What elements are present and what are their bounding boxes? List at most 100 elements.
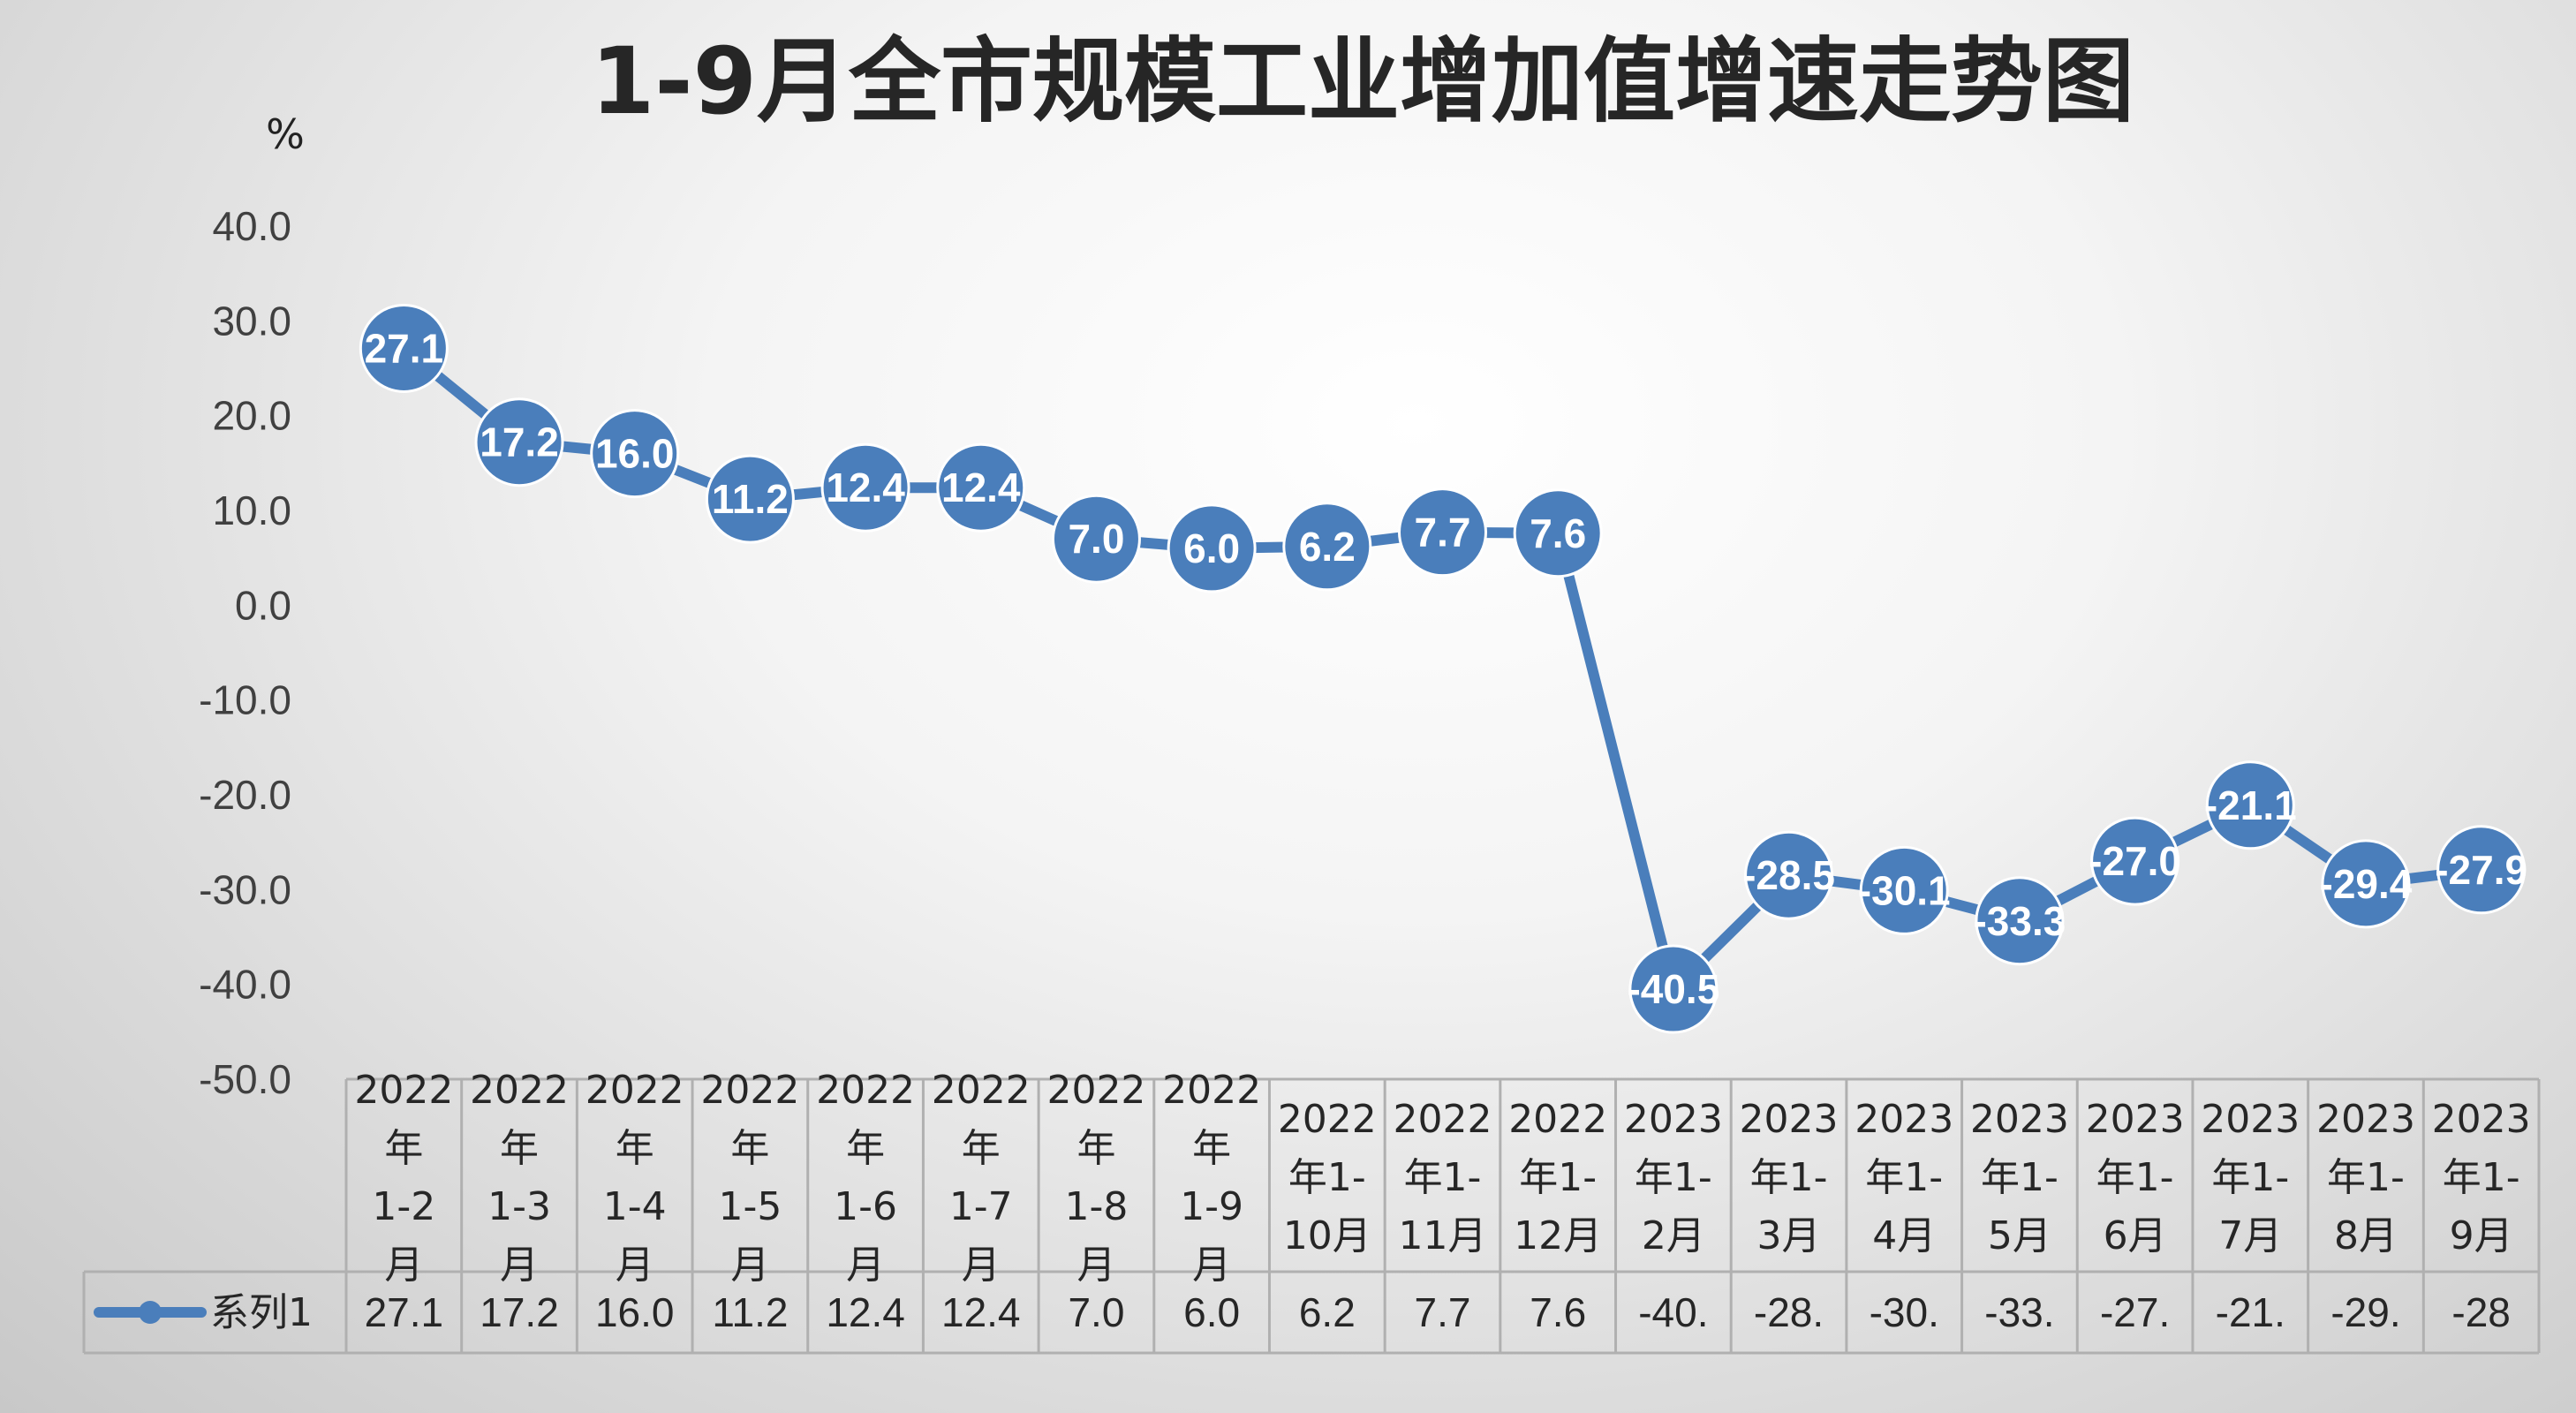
table-value: 27.1 xyxy=(365,1289,444,1335)
x-category-label: 2022 xyxy=(354,1068,453,1113)
table-value: -21. xyxy=(2216,1289,2285,1335)
x-category-label: 2022 xyxy=(470,1068,569,1113)
x-category-label: 2022 xyxy=(1162,1068,1261,1113)
data-label: 12.4 xyxy=(941,465,1021,510)
x-category-label: 月 xyxy=(1192,1243,1231,1288)
data-point xyxy=(1744,830,1834,920)
data-label: -33.3 xyxy=(1973,898,2066,944)
x-category-label: 2022 xyxy=(585,1068,684,1113)
data-point xyxy=(1513,488,1603,578)
x-category-label: 年1- xyxy=(1981,1155,2059,1200)
x-category-label: 年1- xyxy=(2096,1155,2174,1200)
data-point xyxy=(2205,760,2295,850)
legend-key: 系列1 xyxy=(94,1290,313,1335)
x-category-label: 月 xyxy=(500,1243,539,1288)
x-category-label: 2023 xyxy=(1740,1097,1839,1142)
data-point xyxy=(2436,825,2527,915)
legend-label: 系列1 xyxy=(210,1290,313,1335)
x-category-label: 月 xyxy=(384,1243,423,1288)
x-category-label: 2022 xyxy=(932,1068,1031,1113)
y-axis-unit: % xyxy=(266,110,305,158)
x-category-label: 2022 xyxy=(1508,1097,1607,1142)
x-axis-categories: 2022年1-2月2022年1-3月2022年1-4月2022年1-5月2022… xyxy=(354,1068,2530,1288)
table-value: -33. xyxy=(1984,1289,2054,1335)
legend-marker xyxy=(139,1301,162,1324)
y-tick-label: -40.0 xyxy=(199,962,291,1008)
x-category-label: 1-9 xyxy=(1180,1184,1243,1229)
x-category-label: 月 xyxy=(1076,1243,1115,1288)
data-label: 6.2 xyxy=(1299,524,1356,570)
x-category-label: 7月 xyxy=(2218,1213,2282,1258)
data-point xyxy=(1282,502,1372,592)
y-tick-label: 0.0 xyxy=(235,582,291,628)
table-value: -28. xyxy=(1754,1289,1824,1335)
table-value: -29. xyxy=(2330,1289,2400,1335)
data-label: -21.1 xyxy=(2204,782,2297,828)
x-category-label: 1-4 xyxy=(603,1184,667,1229)
data-point xyxy=(590,409,680,499)
x-category-label: 年 xyxy=(384,1126,423,1171)
x-category-label: 1-5 xyxy=(718,1184,782,1229)
data-label: 27.1 xyxy=(365,325,444,371)
table-value: 7.0 xyxy=(1068,1289,1124,1335)
y-tick-label: 20.0 xyxy=(212,393,291,439)
x-category-label: 2022 xyxy=(816,1068,915,1113)
data-label: -30.1 xyxy=(1858,867,1951,913)
x-category-label: 1-6 xyxy=(834,1184,897,1229)
data-label: 16.0 xyxy=(595,431,675,477)
x-category-label: 2月 xyxy=(1642,1213,1705,1258)
table-value: 7.7 xyxy=(1415,1289,1471,1335)
x-category-label: 年 xyxy=(1076,1126,1115,1171)
x-category-label: 2023 xyxy=(2432,1097,2531,1142)
x-category-label: 8月 xyxy=(2334,1213,2398,1258)
y-tick-label: -10.0 xyxy=(199,677,291,723)
table-value: -27. xyxy=(2100,1289,2170,1335)
x-category-label: 2023 xyxy=(2086,1097,2185,1142)
x-category-label: 年 xyxy=(616,1126,654,1171)
table-value: -40. xyxy=(1638,1289,1708,1335)
x-category-label: 年1- xyxy=(1635,1155,1712,1200)
x-category-label: 2022 xyxy=(1394,1097,1492,1142)
x-category-label: 年 xyxy=(730,1126,769,1171)
data-label: 12.4 xyxy=(826,465,905,510)
y-tick-label: 10.0 xyxy=(212,487,291,533)
x-category-label: 年 xyxy=(846,1126,885,1171)
x-category-label: 2023 xyxy=(1855,1097,1953,1142)
table-value: 16.0 xyxy=(595,1289,675,1335)
x-category-label: 2023 xyxy=(2316,1097,2415,1142)
x-category-label: 月 xyxy=(962,1243,1001,1288)
data-point xyxy=(2321,839,2411,929)
data-label: 7.7 xyxy=(1415,510,1471,555)
data-table-values: 27.1 17.2 16.0 11.2 12.4 12.4 7.0 6.0 6.2 7.7 7.6 -… xyxy=(365,1289,2511,1335)
x-category-label: 1-3 xyxy=(487,1184,551,1229)
y-tick-label: -50.0 xyxy=(199,1056,291,1102)
data-point xyxy=(820,442,910,533)
x-category-label: 1-2 xyxy=(372,1184,435,1229)
x-category-label: 年1- xyxy=(1750,1155,1828,1200)
y-tick-label: -20.0 xyxy=(199,772,291,818)
x-category-label: 月 xyxy=(616,1243,654,1288)
x-category-label: 2023 xyxy=(2201,1097,2300,1142)
data-point xyxy=(474,397,564,487)
chart-title: 1-9月全市规模工业增加值增速走势图 xyxy=(591,27,2134,135)
x-category-label: 年 xyxy=(500,1126,539,1171)
x-category-label: 年 xyxy=(1192,1126,1231,1171)
x-category-label: 6月 xyxy=(2104,1213,2167,1258)
table-value: 12.4 xyxy=(826,1289,905,1335)
data-label: 17.2 xyxy=(480,419,559,465)
data-label: -29.4 xyxy=(2320,861,2413,907)
table-value: 17.2 xyxy=(480,1289,559,1335)
data-point xyxy=(1859,845,1949,935)
x-category-label: 年 xyxy=(962,1126,1001,1171)
x-category-label: 年1- xyxy=(2443,1155,2520,1200)
data-table-grid xyxy=(82,1077,2541,1355)
x-category-label: 4月 xyxy=(1872,1213,1936,1258)
x-category-label: 5月 xyxy=(1988,1213,2051,1258)
data-label: -28.5 xyxy=(1742,852,1835,898)
table-value: -28 xyxy=(2451,1289,2510,1335)
data-label: 6.0 xyxy=(1183,525,1240,571)
x-category-label: 2023 xyxy=(1624,1097,1723,1142)
table-value: 7.6 xyxy=(1530,1289,1586,1335)
